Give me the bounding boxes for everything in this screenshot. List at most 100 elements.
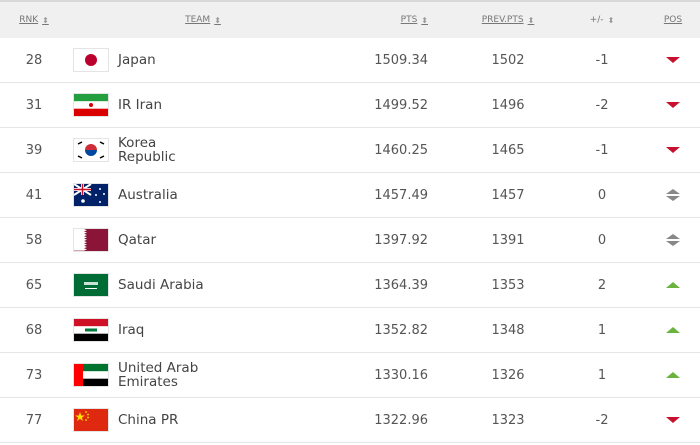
rank-change: 1	[597, 367, 607, 383]
arrow-up-icon	[666, 282, 680, 288]
position-trend	[646, 282, 700, 288]
flag-jp-icon	[73, 48, 109, 72]
rank: 39	[25, 142, 43, 158]
no-change-icon	[666, 234, 680, 246]
previous-points: 1502	[491, 52, 525, 68]
points: 1460.25	[374, 142, 428, 158]
previous-points: 1465	[491, 142, 525, 158]
ranking-table: 28 Japan 1509.34 1502 -1 31 IR Iran 1499…	[0, 38, 700, 443]
team-cell[interactable]: China PR	[68, 408, 338, 432]
arrow-down-icon	[666, 417, 680, 423]
rank-change: -2	[595, 412, 609, 428]
table-row: 58 Qatar 1397.92 1391 0	[0, 218, 700, 263]
flag-sa-icon	[73, 273, 109, 297]
rank: 58	[25, 232, 43, 248]
team-cell[interactable]: Australia	[68, 183, 338, 207]
points: 1330.16	[374, 367, 428, 383]
previous-points: 1323	[491, 412, 525, 428]
rank-change: 0	[597, 187, 607, 203]
position-trend	[646, 417, 700, 423]
flag-ir-icon	[73, 93, 109, 117]
rank-change: 0	[597, 232, 607, 248]
flag-au-icon	[73, 183, 109, 207]
points: 1457.49	[374, 187, 428, 203]
team-cell[interactable]: Japan	[68, 48, 338, 72]
points: 1352.82	[374, 322, 428, 338]
sort-arrows-icon: ⬍	[607, 15, 615, 25]
rank: 73	[25, 367, 43, 383]
team-name[interactable]: Japan	[118, 52, 156, 68]
flag-ae-icon	[73, 363, 109, 387]
team-name[interactable]: IR Iran	[118, 97, 163, 113]
table-row: 68 Iraq 1352.82 1348 1	[0, 308, 700, 353]
table-row: 73 United Arab Emirates 1330.16 1326 1	[0, 353, 700, 398]
diff-label: +/-	[589, 15, 604, 25]
team-name[interactable]: Saudi Arabia	[118, 277, 204, 293]
arrow-up-icon	[666, 327, 680, 333]
rank: 41	[25, 187, 43, 203]
team-name[interactable]: Korea Republic	[118, 135, 176, 165]
team-name[interactable]: United Arab Emirates	[118, 360, 199, 390]
pos-header[interactable]: POS	[663, 15, 683, 25]
team-name[interactable]: China PR	[118, 412, 179, 428]
position-trend	[646, 147, 700, 153]
sort-arrows-icon: ⬍	[421, 15, 428, 25]
table-row: 41 Australia 1457.49 1457 0	[0, 173, 700, 218]
points: 1509.34	[374, 52, 428, 68]
flag-iq-icon	[73, 318, 109, 342]
rank-change: 1	[597, 322, 607, 338]
team-cell[interactable]: IR Iran	[68, 93, 338, 117]
points: 1499.52	[374, 97, 428, 113]
position-trend	[646, 327, 700, 333]
rnk-label: RNK	[19, 15, 39, 25]
table-row: 28 Japan 1509.34 1502 -1	[0, 38, 700, 83]
prev-pts-label: PREV.PTS	[481, 15, 524, 25]
position-trend	[646, 57, 700, 63]
rank: 28	[25, 52, 43, 68]
team-name[interactable]: Qatar	[118, 232, 157, 248]
previous-points: 1326	[491, 367, 525, 383]
previous-points: 1391	[491, 232, 525, 248]
arrow-down-icon	[666, 147, 680, 153]
team-cell[interactable]: Saudi Arabia	[68, 273, 338, 297]
table-header: RNK ⬍ TEAM ⬍ PTS ⬍ PREV.PTS ⬍ +/- ⬍ POS	[0, 0, 700, 38]
rank-change: -1	[595, 142, 609, 158]
team-name[interactable]: Iraq	[118, 322, 145, 338]
sort-pts[interactable]: PTS ⬍	[338, 15, 458, 25]
table-row: 31 IR Iran 1499.52 1496 -2	[0, 83, 700, 128]
previous-points: 1353	[491, 277, 525, 293]
rank-change: -2	[595, 97, 609, 113]
table-row: 77 China PR 1322.96 1323 -2	[0, 398, 700, 443]
team-cell[interactable]: Korea Republic	[68, 136, 338, 164]
flag-kr-icon	[73, 138, 109, 162]
team-label: TEAM	[185, 15, 211, 25]
position-trend	[646, 102, 700, 108]
previous-points: 1496	[491, 97, 525, 113]
rank-change: 2	[597, 277, 607, 293]
team-cell[interactable]: Iraq	[68, 318, 338, 342]
team-cell[interactable]: United Arab Emirates	[68, 361, 338, 389]
points: 1364.39	[374, 277, 428, 293]
position-trend	[646, 189, 700, 201]
rank: 77	[25, 412, 43, 428]
team-cell[interactable]: Qatar	[68, 228, 338, 252]
sort-team[interactable]: TEAM ⬍	[68, 15, 338, 25]
points: 1322.96	[374, 412, 428, 428]
sort-prev-pts[interactable]: PREV.PTS ⬍	[458, 15, 558, 25]
table-row: 65 Saudi Arabia 1364.39 1353 2	[0, 263, 700, 308]
sort-arrows-icon: ⬍	[42, 15, 49, 25]
rank: 68	[25, 322, 43, 338]
rank: 65	[25, 277, 43, 293]
sort-arrows-icon: ⬍	[527, 15, 535, 25]
position-trend	[646, 372, 700, 378]
sort-diff[interactable]: +/- ⬍	[558, 15, 646, 25]
pts-label: PTS	[400, 15, 418, 25]
arrow-up-icon	[666, 372, 680, 378]
previous-points: 1348	[491, 322, 525, 338]
arrow-down-icon	[666, 57, 680, 63]
sort-rnk[interactable]: RNK ⬍	[0, 15, 68, 25]
team-name[interactable]: Australia	[118, 187, 178, 203]
table-row: 39 Korea Republic 1460.25 1465 -1	[0, 128, 700, 173]
flag-cn-icon	[73, 408, 109, 432]
arrow-down-icon	[666, 102, 680, 108]
